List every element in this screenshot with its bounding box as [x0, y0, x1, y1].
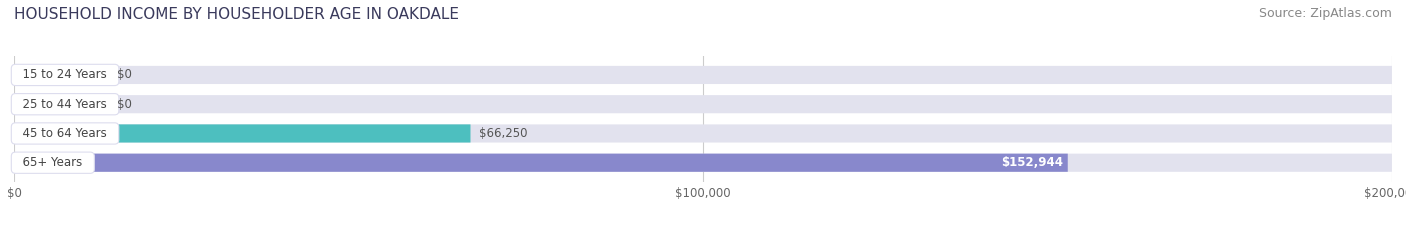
- Text: HOUSEHOLD INCOME BY HOUSEHOLDER AGE IN OAKDALE: HOUSEHOLD INCOME BY HOUSEHOLDER AGE IN O…: [14, 7, 460, 22]
- Text: Source: ZipAtlas.com: Source: ZipAtlas.com: [1258, 7, 1392, 20]
- FancyBboxPatch shape: [14, 66, 90, 84]
- Text: $152,944: $152,944: [1001, 156, 1063, 169]
- Text: 25 to 44 Years: 25 to 44 Years: [15, 98, 115, 111]
- Text: $0: $0: [118, 69, 132, 82]
- FancyBboxPatch shape: [14, 124, 1392, 143]
- FancyBboxPatch shape: [14, 154, 1392, 172]
- Text: 65+ Years: 65+ Years: [15, 156, 90, 169]
- FancyBboxPatch shape: [14, 95, 90, 113]
- FancyBboxPatch shape: [14, 95, 1392, 113]
- FancyBboxPatch shape: [14, 66, 1392, 84]
- Text: 15 to 24 Years: 15 to 24 Years: [15, 69, 115, 82]
- Text: $0: $0: [118, 98, 132, 111]
- Text: 45 to 64 Years: 45 to 64 Years: [15, 127, 115, 140]
- FancyBboxPatch shape: [14, 124, 471, 143]
- Text: $66,250: $66,250: [479, 127, 527, 140]
- FancyBboxPatch shape: [14, 154, 1067, 172]
